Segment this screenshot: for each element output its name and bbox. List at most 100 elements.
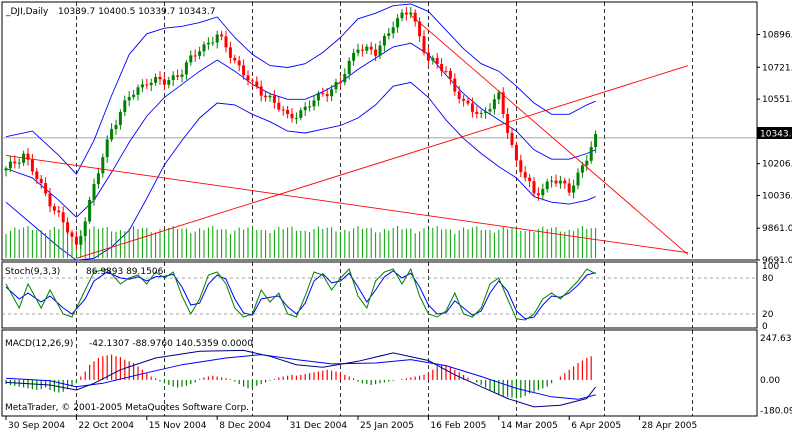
price-panel[interactable]: 10896.010721.010551.010376.010206.010036…	[1, 1, 792, 266]
candle-body	[52, 206, 56, 211]
candle-body	[13, 161, 17, 164]
candle-body	[35, 171, 39, 179]
price-axis: 10896.010721.010551.010376.010206.010036…	[757, 31, 792, 266]
date-label: 14 Mar 2005	[501, 421, 558, 430]
candle-body	[589, 146, 593, 161]
candle-body	[184, 62, 188, 75]
candle-body	[523, 172, 527, 178]
candle-body	[330, 89, 334, 97]
candle-body	[325, 94, 329, 97]
candle-body	[321, 93, 325, 95]
candle-body	[149, 82, 153, 86]
candle-body	[193, 55, 197, 57]
candle-body	[404, 12, 408, 15]
candle-body	[426, 52, 430, 61]
candle-body	[127, 96, 131, 101]
price-tick-label: 10551.0	[762, 95, 792, 105]
ohlc-readout: 10339.7 10400.5 10339.7 10343.7	[58, 7, 215, 17]
symbol-label: _DJI,Daily	[5, 7, 49, 17]
stoch-axis: 100 80 20 0	[762, 262, 779, 332]
candle-body	[171, 75, 175, 81]
volume-bars	[5, 226, 597, 258]
candle-body	[475, 111, 479, 114]
candle-body	[255, 81, 259, 87]
candle-body	[343, 74, 347, 83]
price-tick-label: 10206.0	[762, 160, 792, 170]
stoch-tick-label: 0	[762, 322, 768, 332]
candle-body	[140, 84, 144, 88]
macd-main-line	[5, 349, 596, 408]
candle-body	[180, 74, 184, 77]
candle-body	[536, 193, 540, 196]
candle-body	[435, 57, 439, 64]
macd-lines	[5, 349, 596, 408]
date-label: 6 Apr 2005	[571, 421, 621, 430]
candle-body	[580, 165, 584, 173]
price-tick-label: 10721.0	[762, 63, 792, 73]
candle-body	[510, 132, 514, 145]
date-label: 8 Dec 2004	[219, 421, 271, 430]
candle-body	[365, 46, 369, 51]
candle-body	[211, 42, 215, 44]
candle-body	[545, 181, 549, 190]
candle-body	[154, 76, 158, 83]
candle-body	[70, 232, 74, 237]
candle-body	[290, 113, 294, 119]
candle-body	[26, 153, 30, 160]
candle-body	[554, 180, 558, 184]
stoch-panel-frame	[1, 261, 758, 329]
macd-label: MACD(12,26,9)	[5, 339, 73, 349]
candle-body	[488, 109, 492, 112]
stoch-main-line	[5, 267, 596, 321]
candle-body	[457, 91, 461, 99]
stoch-grid	[2, 262, 757, 328]
candle-body	[167, 80, 171, 85]
date-label: 28 Apr 2005	[642, 421, 698, 430]
candle-body	[145, 84, 149, 86]
candle-body	[44, 183, 48, 194]
candle-body	[519, 160, 523, 173]
last-price-label: 10343.7	[760, 130, 792, 140]
trendline	[76, 65, 689, 259]
candle-body	[387, 33, 391, 36]
candle-body	[83, 221, 87, 236]
candle-body	[17, 162, 21, 164]
candle-body	[422, 36, 426, 53]
candle-body	[444, 70, 448, 72]
candle-body	[92, 184, 96, 200]
candle-body	[202, 44, 206, 52]
stoch-tick-label: 20	[762, 310, 774, 320]
candle-body	[30, 159, 34, 172]
macd-histogram	[5, 354, 592, 399]
candle-body	[585, 160, 589, 166]
candle-body	[347, 60, 351, 75]
date-label: 15 Nov 2004	[149, 421, 207, 430]
candle-body	[96, 173, 100, 185]
candle-body	[369, 46, 373, 50]
candle-body	[382, 35, 386, 46]
macd-panel[interactable]: 247.632 0.00 -180.090 MACD(12,26,9) -42.13…	[1, 329, 792, 417]
candle-body	[264, 95, 268, 98]
candle-body	[57, 210, 61, 213]
candle-body	[246, 75, 250, 81]
candle-body	[532, 181, 536, 194]
price-panel-frame	[1, 1, 758, 261]
candles	[4, 6, 598, 250]
candle-body	[48, 193, 52, 207]
macd-panel-frame	[1, 329, 758, 417]
candle-body	[294, 117, 298, 119]
candle-body	[470, 103, 474, 112]
candle-body	[101, 157, 105, 174]
stoch-values: 86.9893 89.1506	[86, 267, 164, 277]
candle-body	[242, 65, 246, 76]
candle-body	[228, 47, 232, 58]
stochastic-panel[interactable]: 100 80 20 0 Stoch(9,3,3) 86.9893 89.1506	[1, 261, 779, 332]
candle-body	[206, 42, 210, 45]
stoch-tick-label: 100	[762, 262, 779, 272]
candle-body	[541, 189, 545, 196]
candle-body	[237, 60, 241, 66]
last-price-box	[757, 127, 792, 139]
candle-body	[74, 236, 78, 245]
candle-body	[268, 95, 272, 98]
